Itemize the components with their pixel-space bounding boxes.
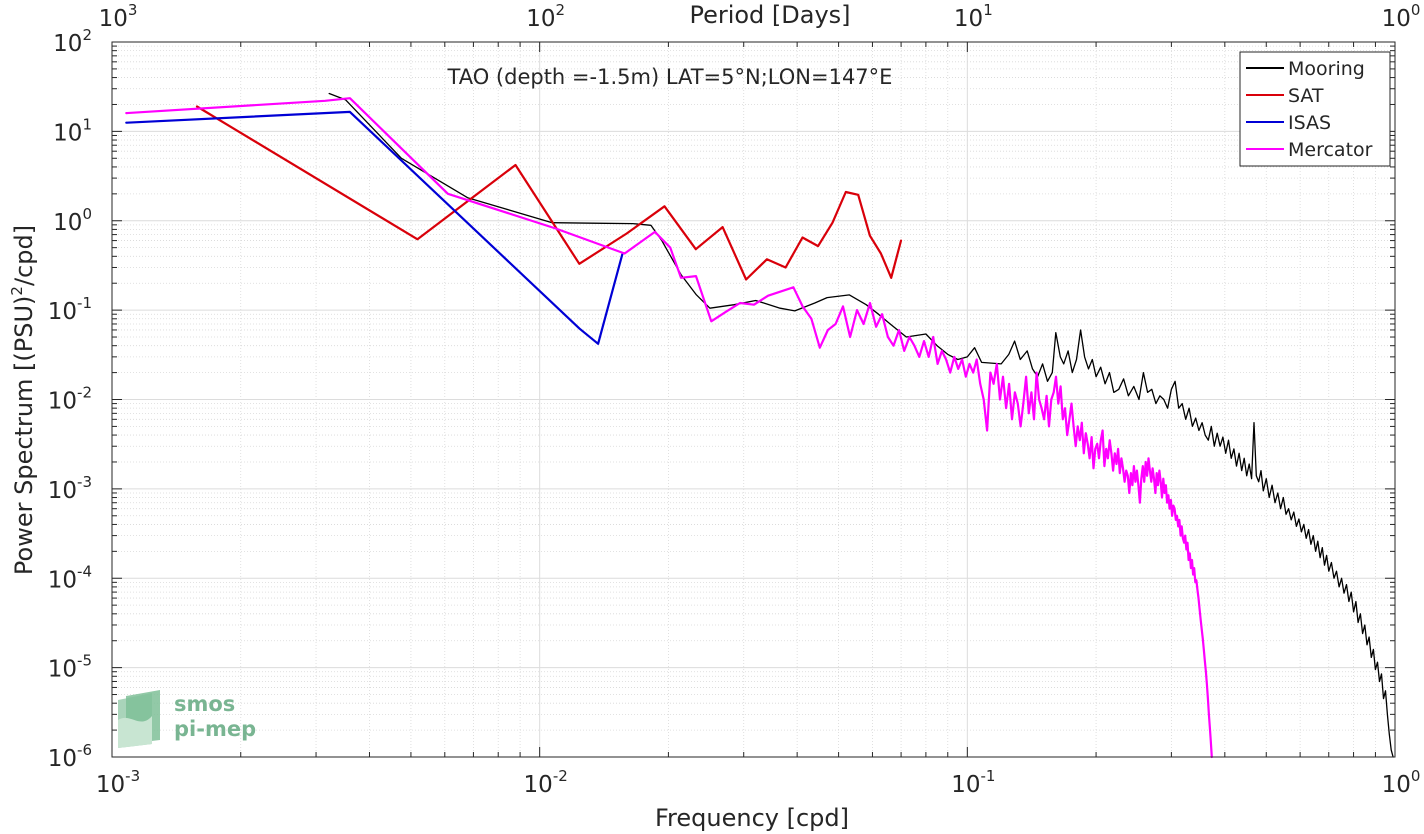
legend-entry-sat: SAT: [1246, 85, 1324, 107]
x-tick-label-exponent: -2: [553, 767, 568, 785]
x-tick-label-exponent: 0: [1411, 767, 1421, 785]
x-tick-label-exponent: -3: [125, 767, 140, 785]
top-tick-label-exponent: 1: [983, 1, 993, 19]
y-tick-label-exponent: 1: [82, 115, 92, 133]
legend: Mooring SAT ISAS Mercator: [1239, 51, 1391, 167]
top-tick-label-exponent: 2: [556, 1, 566, 19]
y-axis-label-tail: /cpd]: [10, 225, 38, 286]
x-axis-label: Frequency [cpd]: [655, 804, 849, 832]
series-line-isas: [125, 110, 624, 345]
y-tick-label: 102: [53, 26, 92, 57]
top-tick-label: 101: [954, 1, 993, 32]
y-tick-label-base: 10: [53, 120, 82, 146]
y-tick-label-base: 10: [53, 210, 82, 236]
top-tick-label-exponent: 0: [1411, 1, 1421, 19]
y-tick-label-base: 10: [48, 389, 77, 415]
y-axis-label-base: Power Spectrum [(PSU): [10, 296, 38, 575]
legend-label-mooring: Mooring: [1288, 58, 1365, 80]
x-tick-label-base: 10: [524, 772, 553, 798]
top-tick-label: 103: [99, 1, 138, 32]
top-tick-label-base: 10: [1382, 6, 1411, 32]
y-tick-label: 10-4: [48, 562, 92, 593]
smos-pi-mep-logo: smos pi-mep: [118, 690, 256, 748]
y-tick-label: 10-5: [48, 652, 92, 683]
y-tick-label-exponent: -3: [77, 473, 92, 491]
logo-line-2: pi-mep: [174, 717, 256, 741]
chart-title: TAO (depth =-1.5m) LAT=5°N;LON=147°E: [447, 65, 893, 89]
logo-emblem-icon: [118, 690, 160, 748]
y-tick-label-base: 10: [48, 657, 77, 683]
x-tick-label-exponent: -1: [980, 767, 995, 785]
top-tick-label-base: 10: [954, 6, 983, 32]
y-tick-label-base: 10: [48, 478, 77, 504]
legend-box: [1239, 51, 1391, 167]
legend-label-sat: SAT: [1288, 85, 1324, 107]
y-tick-label: 10-2: [48, 384, 92, 415]
legend-label-mercator: Mercator: [1288, 139, 1373, 161]
y-tick-label: 101: [53, 115, 92, 146]
y-tick-label-base: 10: [48, 746, 77, 772]
y-tick-label-exponent: -1: [77, 294, 92, 312]
x-tick-label: 10-1: [951, 767, 995, 798]
legend-label-isas: ISAS: [1288, 112, 1331, 134]
top-axis-label: Period [Days]: [689, 1, 850, 29]
x-tick-label-base: 10: [1382, 772, 1411, 798]
legend-entry-mooring: Mooring: [1246, 58, 1365, 80]
x-tick-label-base: 10: [96, 772, 125, 798]
y-tick-label-exponent: 2: [82, 26, 92, 44]
legend-entry-mercator: Mercator: [1246, 139, 1373, 161]
top-tick-label-base: 10: [99, 6, 128, 32]
logo-line-1: smos: [174, 692, 235, 716]
top-tick-label: 100: [1382, 1, 1421, 32]
legend-entry-isas: ISAS: [1246, 112, 1331, 134]
y-axis-label: Power Spectrum [(PSU)2/cpd]: [8, 225, 38, 575]
y-tick-label-exponent: -5: [77, 652, 92, 670]
series-line-mercator: [125, 97, 1213, 759]
y-tick-label-exponent: -6: [77, 741, 92, 759]
y-tick-label-base: 10: [53, 31, 82, 57]
y-tick-label-base: 10: [48, 299, 77, 325]
top-tick-label: 102: [526, 1, 565, 32]
series-line-sat: [195, 105, 903, 281]
y-tick-label-base: 10: [48, 567, 77, 593]
y-tick-label: 10-3: [48, 473, 92, 504]
top-tick-label-exponent: 3: [128, 1, 138, 19]
grid-lines: [112, 42, 1395, 757]
y-tick-label: 10-1: [48, 294, 92, 325]
top-tick-label-base: 10: [526, 6, 555, 32]
x-tick-label-base: 10: [951, 772, 980, 798]
y-tick-label: 10-6: [48, 741, 92, 772]
y-axis-label-exponent: 2: [8, 286, 26, 296]
y-tick-label-exponent: 0: [82, 205, 92, 223]
y-tick-label: 100: [53, 205, 92, 236]
y-tick-label-exponent: -4: [77, 562, 92, 580]
y-tick-label-exponent: -2: [77, 384, 92, 402]
x-tick-label: 100: [1382, 767, 1421, 798]
axis-ticks: [111, 41, 1396, 758]
series-lines: [125, 92, 1394, 759]
x-tick-label: 10-2: [524, 767, 568, 798]
x-tick-label: 10-3: [96, 767, 140, 798]
